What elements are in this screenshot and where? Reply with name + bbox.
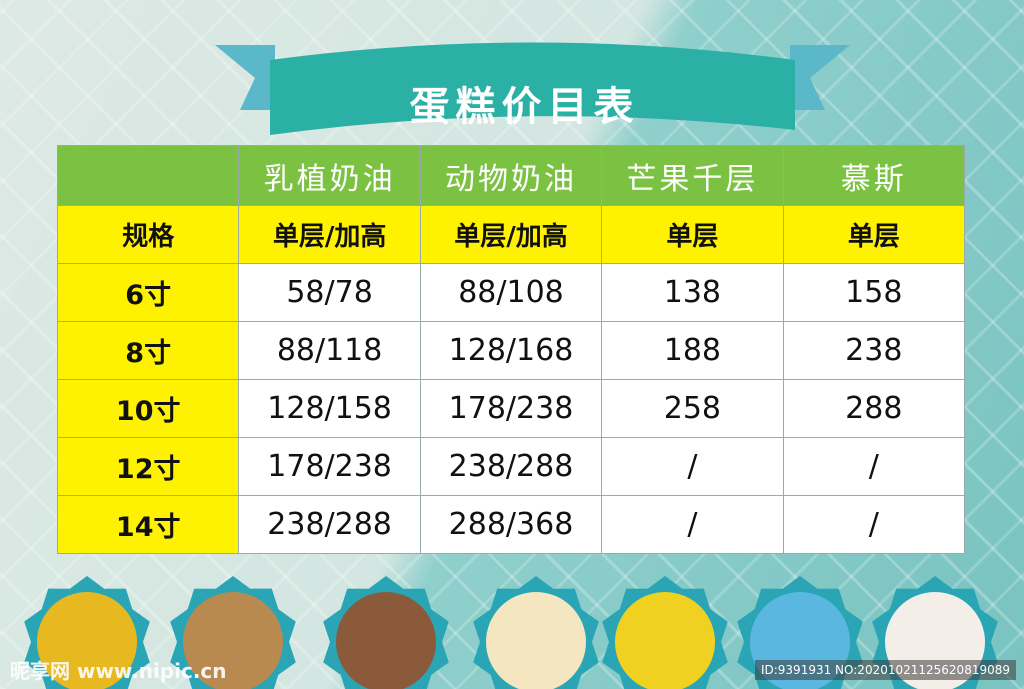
size-cell: 14寸 — [56, 495, 240, 554]
price-cell: 158 — [782, 263, 966, 322]
header-cell — [56, 145, 240, 206]
price-cell: 88/108 — [419, 263, 603, 322]
price-cell: 88/118 — [238, 321, 421, 380]
subheader-cell: 单层/加高 — [419, 205, 603, 264]
price-cell: 238 — [782, 321, 966, 380]
header-cell: 芒果千层 — [601, 145, 784, 206]
header-cell: 动物奶油 — [419, 145, 603, 206]
subheader-cell: 单层/加高 — [238, 205, 421, 264]
watermark-id: ID:9391931 NO:20201021125620819089 — [754, 660, 1016, 680]
price-cell: 288/368 — [419, 495, 603, 554]
table-subheader-row: 规格 单层/加高 单层/加高 单层 单层 — [56, 205, 966, 264]
car-cake-image — [602, 576, 728, 689]
header-cell: 乳植奶油 — [238, 145, 421, 206]
table-row: 6寸 58/78 88/108 138 158 — [56, 263, 966, 322]
price-cell: 138 — [601, 263, 784, 322]
table-row: 10寸 128/158 178/238 258 288 — [56, 379, 966, 438]
chocolate-drip-cake-image — [323, 576, 449, 689]
price-cell: 288 — [782, 379, 966, 438]
size-cell: 10寸 — [56, 379, 240, 438]
table-row: 12寸 178/238 238/288// — [56, 437, 966, 496]
subheader-cell: 规格 — [56, 205, 240, 264]
price-cell: 258 — [601, 379, 784, 438]
price-cell: 178/238 — [419, 379, 603, 438]
heart-fruit-cake-image — [24, 576, 150, 689]
price-table: 乳植奶油 动物奶油 芒果千层 慕斯 规格 单层/加高 单层/加高 单层 单层 6… — [56, 145, 966, 554]
subheader-cell: 单层 — [601, 205, 784, 264]
table-row: 14寸 238/288 288/368// — [56, 495, 966, 554]
price-cell: / — [782, 437, 966, 496]
price-cell: 128/158 — [238, 379, 421, 438]
price-cell: / — [601, 495, 784, 554]
table-row: 8寸 88/118 128/168 188 238 — [56, 321, 966, 380]
fruit-slice-cake-image — [473, 576, 599, 689]
price-cell: 188 — [601, 321, 784, 380]
price-cell: 58/78 — [238, 263, 421, 322]
tiered-cake-image — [170, 576, 296, 689]
price-cell: 128/168 — [419, 321, 603, 380]
price-cell: / — [601, 437, 784, 496]
watermark-logo: 昵享网 www.nipic.cn — [10, 659, 227, 683]
table-header-row: 乳植奶油 动物奶油 芒果千层 慕斯 — [56, 145, 966, 206]
price-cell: 238/288 — [419, 437, 603, 496]
title-ribbon: 蛋糕价目表 — [215, 30, 850, 140]
ribbon-shape — [215, 42, 850, 135]
page-title: 蛋糕价目表 — [409, 84, 640, 130]
price-cell: / — [782, 495, 966, 554]
size-cell: 8寸 — [56, 321, 240, 380]
header-cell: 慕斯 — [782, 145, 966, 206]
price-cell: 178/238 — [238, 437, 421, 496]
price-cell: 238/288 — [238, 495, 421, 554]
size-cell: 6寸 — [56, 263, 240, 322]
size-cell: 12寸 — [56, 437, 240, 496]
subheader-cell: 单层 — [782, 205, 966, 264]
